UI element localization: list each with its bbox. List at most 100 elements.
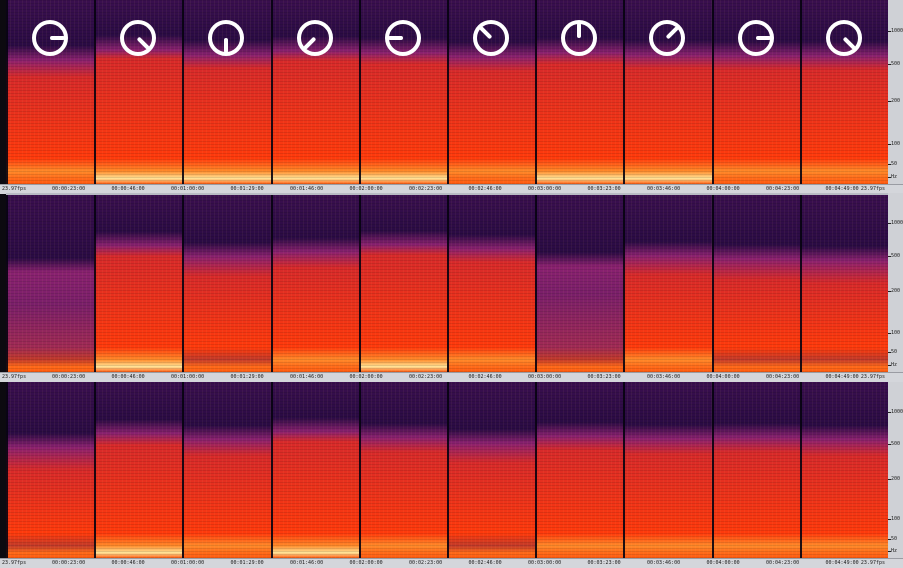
- timecode-label: 00:04:00:00: [706, 186, 740, 192]
- fps-label-left: 23.97fps: [2, 560, 27, 566]
- timecode-label: 00:00:46:00: [111, 374, 145, 380]
- timecode-label: 00:03:46:00: [647, 560, 681, 566]
- timecode-label: 00:01:29:00: [230, 374, 264, 380]
- timecode-label: 00:01:29:00: [230, 186, 264, 192]
- timecode-label: 00:03:00:00: [528, 560, 562, 566]
- spectrogram-segment: [182, 382, 272, 558]
- timecode-label: 00:01:00:00: [171, 560, 205, 566]
- timecode-label: 00:04:00:00: [706, 374, 740, 380]
- dial-knob-icon: [120, 20, 157, 56]
- fps-label-left: 23.97fps: [2, 186, 27, 192]
- frequency-label: 200: [891, 288, 901, 295]
- dial-hand: [136, 36, 151, 51]
- timecode-label: 00:03:00:00: [528, 186, 562, 192]
- dial-hand: [665, 25, 680, 40]
- time-axis-1: 23.97fps 00:00:23:00 00:00:46:00 00:01:00:0…: [0, 184, 903, 194]
- frequency-axis-bottom: 1000 500 200 100 50 Hz: [888, 382, 903, 558]
- frequency-label: 500: [891, 252, 901, 259]
- spectrogram-segment: [94, 382, 184, 558]
- timecode-label: 00:01:46:00: [290, 374, 324, 380]
- frequency-label: 200: [891, 98, 901, 105]
- timecode-label: 00:00:46:00: [111, 560, 145, 566]
- frequency-label: 200: [891, 475, 901, 482]
- timecode-label: 00:02:46:00: [468, 374, 502, 380]
- timecode-label: 00:04:49:00: [825, 374, 859, 380]
- dial-hand: [842, 36, 856, 51]
- spectrogram-segment: [535, 195, 625, 372]
- spectrogram-segment: [799, 195, 888, 372]
- timecode-label: 00:02:00:00: [349, 186, 383, 192]
- spectrogram-bottom: [6, 382, 888, 558]
- dial-knob-icon: [296, 20, 333, 56]
- timecode-label: 00:02:46:00: [468, 560, 502, 566]
- dial-knob-icon: [649, 20, 686, 56]
- frequency-label: 50: [891, 160, 898, 167]
- frequency-label: 1000: [891, 408, 903, 415]
- dial-hand: [577, 23, 582, 38]
- timecode-label: 00:04:49:00: [825, 560, 859, 566]
- timecode-label: 00:04:00:00: [706, 560, 740, 566]
- timecode-label: 00:03:23:00: [587, 186, 621, 192]
- dial-knob-icon: [825, 20, 862, 56]
- timecode-label: 00:00:23:00: [52, 560, 86, 566]
- frequency-label: 1000: [891, 220, 903, 227]
- spectrogram-segment: [447, 382, 537, 558]
- dial-knob-icon: [473, 20, 509, 56]
- timecode-label: 00:00:23:00: [52, 374, 86, 380]
- timecode-label: 00:00:46:00: [111, 186, 145, 192]
- timecode-label: 00:01:00:00: [171, 186, 205, 192]
- spectrogram-segment: [270, 382, 360, 558]
- spectrogram-segment: [711, 382, 801, 558]
- timecode-label: 00:01:46:00: [290, 186, 324, 192]
- frequency-label: 100: [891, 140, 901, 147]
- panel-middle: 1000 500 200 100 50 Hz: [0, 193, 903, 372]
- spectrogram-segment: [94, 195, 184, 372]
- fps-label-right: 23.97fps: [860, 560, 885, 566]
- spectrogram-segment: [182, 195, 272, 372]
- time-axis-3: 23.97fps 00:00:23:00 00:00:46:00 00:01:00:0…: [0, 558, 903, 568]
- timecode-label: 00:03:00:00: [528, 374, 562, 380]
- spectrogram-segment: [6, 382, 96, 558]
- dial-hand: [755, 36, 771, 40]
- frequency-label: 50: [891, 535, 898, 542]
- dial-hand: [224, 38, 229, 53]
- timecode-label: 00:03:46:00: [647, 186, 681, 192]
- timecode-label: 00:01:00:00: [171, 374, 205, 380]
- spectrogram-segment: [799, 382, 888, 558]
- frequency-axis-middle: 1000 500 200 100 50 Hz: [888, 193, 903, 372]
- dial-hand: [302, 36, 317, 51]
- spectrogram-segment: [623, 382, 713, 558]
- timecode-label: 00:02:00:00: [349, 560, 383, 566]
- timecode-label: 00:02:00:00: [349, 374, 383, 380]
- spectrogram-segment: [6, 195, 96, 372]
- timecode-label: 00:02:23:00: [409, 186, 443, 192]
- frequency-label: 500: [891, 440, 901, 447]
- timecode-label: 00:04:49:00: [825, 186, 859, 192]
- timecode-label: 00:03:46:00: [647, 374, 681, 380]
- frequency-label: 100: [891, 329, 901, 336]
- time-axis-2: 23.97fps 00:00:23:00 00:00:46:00 00:01:00:0…: [0, 372, 903, 382]
- frequency-axis-top: 1000 500 200 100 50 Hz: [888, 0, 903, 184]
- timecode-label: 00:04:23:00: [766, 186, 800, 192]
- frequency-label: 1000: [891, 28, 903, 35]
- dial-hand: [50, 36, 65, 40]
- dial-knob-icon: [561, 20, 598, 56]
- panel-top: 1000 500 200 100 50 Hz: [0, 0, 903, 184]
- timecode-label: 00:01:29:00: [230, 560, 264, 566]
- dial-knob-icon: [384, 20, 421, 56]
- timecode-label: 00:02:23:00: [409, 560, 443, 566]
- timecode-label: 00:04:23:00: [766, 374, 800, 380]
- fps-label-right: 23.97fps: [860, 186, 885, 192]
- dial-knob-icon: [32, 20, 68, 56]
- frequency-label: Hz: [891, 547, 898, 554]
- spectrogram-segment: [711, 195, 801, 372]
- spectrogram-segment: [623, 195, 713, 372]
- dial-knob-icon: [208, 20, 245, 56]
- spectrogram-middle: [6, 193, 888, 372]
- spectrogram-segment: [535, 382, 625, 558]
- spectrogram-segment: [358, 195, 448, 372]
- frequency-label: 500: [891, 61, 901, 68]
- frequency-label: Hz: [891, 361, 898, 368]
- timecode-label: 00:03:23:00: [587, 374, 621, 380]
- frequency-label: 50: [891, 349, 898, 356]
